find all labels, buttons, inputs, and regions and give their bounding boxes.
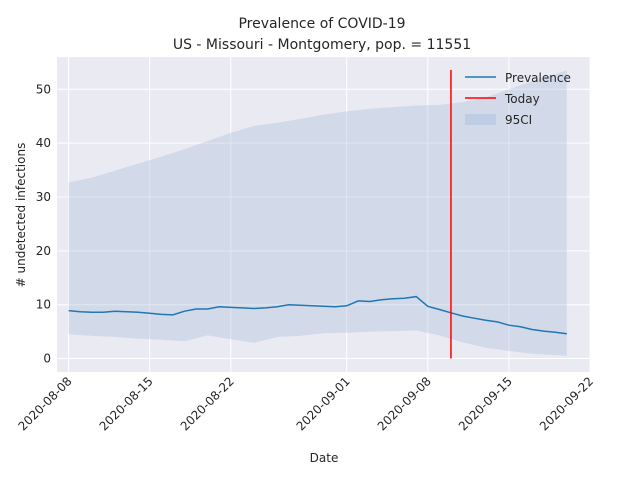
legend: Prevalence Today 95CI <box>465 71 571 127</box>
legend-95ci-label: 95CI <box>505 113 532 127</box>
x-tick-label: 2020-09-15 <box>456 374 515 433</box>
x-tick-label: 2020-09-01 <box>294 374 353 433</box>
y-tick-label: 20 <box>36 244 51 258</box>
plot-background <box>57 57 590 372</box>
x-tick-label: 2020-09-22 <box>537 374 596 433</box>
legend-95ci-swatch <box>465 114 496 125</box>
y-tick-label: 30 <box>36 190 51 204</box>
x-gridlines <box>68 57 591 372</box>
legend-today-label: Today <box>504 92 540 106</box>
y-tick-label: 50 <box>36 82 51 96</box>
y-axis-label: # undetected infections <box>14 143 28 288</box>
legend-prevalence-label: Prevalence <box>505 71 571 85</box>
x-tick-labels: 2020-08-08 2020-08-15 2020-08-22 2020-09-01… <box>15 374 596 433</box>
x-tick-label: 2020-08-08 <box>15 374 74 433</box>
chart-title: Prevalence of COVID-19 <box>238 16 405 32</box>
chart-subtitle: US - Missouri - Montgomery, pop. = 11551 <box>173 37 471 53</box>
y-tick-label: 0 <box>43 352 51 366</box>
x-tick-label: 2020-08-15 <box>97 374 156 433</box>
ci-band <box>68 70 567 356</box>
y-tick-label: 10 <box>36 298 51 312</box>
prevalence-line <box>68 295 567 335</box>
x-tick-label: 2020-08-22 <box>178 374 237 433</box>
y-tick-labels: 0 10 20 30 40 50 <box>36 82 51 365</box>
y-tick-label: 40 <box>36 136 51 150</box>
x-axis-label: Date <box>310 451 339 465</box>
x-tick-label: 2020-09-08 <box>375 374 434 433</box>
y-gridlines <box>57 88 590 360</box>
